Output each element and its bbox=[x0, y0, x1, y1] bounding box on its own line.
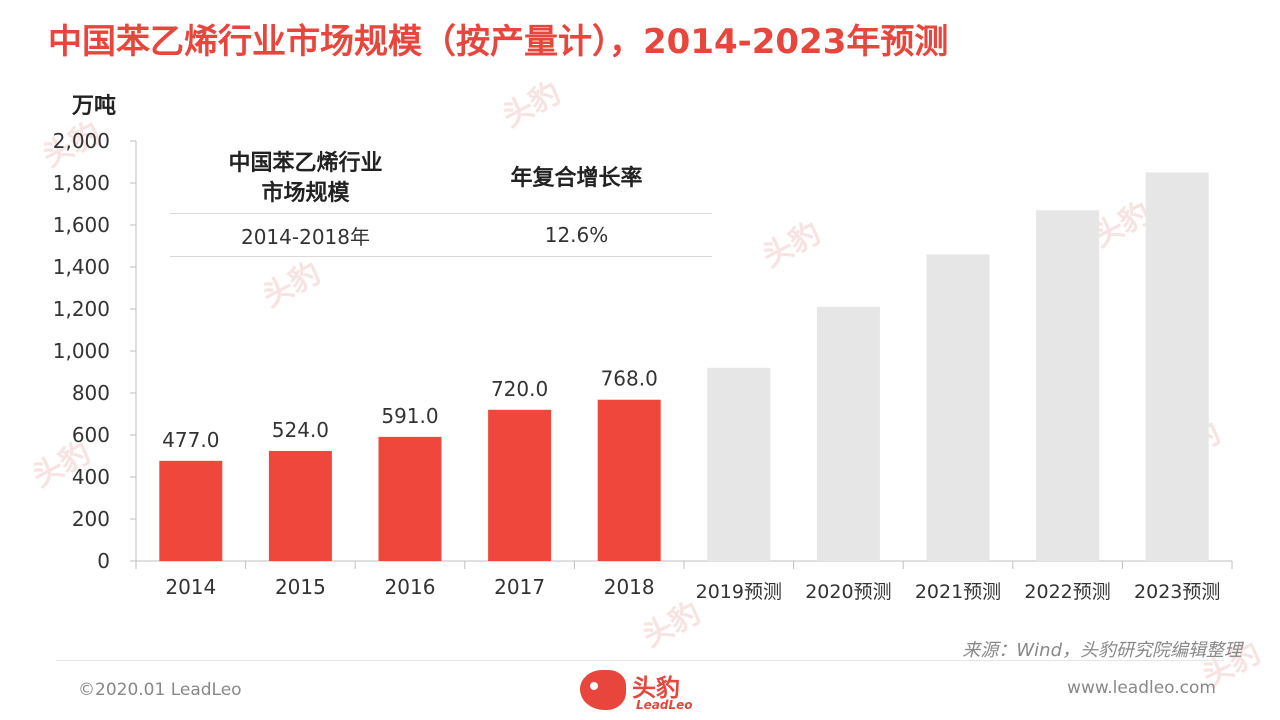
cagr-rate: 12.6% bbox=[544, 223, 609, 247]
bar bbox=[1036, 210, 1100, 562]
y-tick-label: 200 bbox=[72, 507, 110, 531]
y-axis-unit-label: 万吨 bbox=[72, 94, 117, 119]
bar bbox=[159, 460, 223, 561]
y-tick-label: 1,800 bbox=[53, 171, 110, 195]
bar bbox=[378, 436, 442, 561]
bar bbox=[268, 450, 332, 561]
logo-text-cn: 头豹 bbox=[632, 674, 680, 702]
x-tick-label: 2021预测 bbox=[915, 581, 1001, 603]
y-tick-label: 0 bbox=[97, 549, 110, 573]
x-tick-label: 2016 bbox=[385, 575, 436, 599]
x-tick-label: 2014 bbox=[165, 575, 216, 599]
data-label: 768.0 bbox=[601, 367, 658, 391]
data-label: 720.0 bbox=[491, 377, 548, 401]
logo-text-en: LeadLeo bbox=[636, 698, 693, 712]
page-title: 中国苯乙烯行业市场规模（按产量计），2014-2023年预测 bbox=[48, 22, 949, 62]
cagr-table-row: 2014-2018年 12.6% bbox=[170, 214, 712, 257]
leadleo-logo: 头豹 LeadLeo bbox=[580, 666, 720, 718]
leopard-logo-icon bbox=[580, 670, 626, 710]
x-tick-label: 2018 bbox=[604, 575, 655, 599]
y-tick-label: 1,600 bbox=[53, 213, 110, 237]
cagr-header-market-size: 中国苯乙烯行业 市场规模 bbox=[228, 151, 383, 206]
bar bbox=[488, 409, 552, 561]
x-tick-label: 2023预测 bbox=[1134, 581, 1220, 603]
cagr-table: 中国苯乙烯行业 市场规模 年复合增长率 2014-2018年 12.6% bbox=[170, 145, 712, 257]
y-tick-label: 1,400 bbox=[53, 255, 110, 279]
bar bbox=[926, 254, 990, 561]
source-note: 来源：Wind，头豹研究院编辑整理 bbox=[962, 640, 1242, 661]
footer-divider bbox=[56, 660, 1224, 661]
cagr-header-rate: 年复合增长率 bbox=[510, 166, 643, 191]
bar bbox=[597, 399, 661, 561]
data-label: 477.0 bbox=[162, 428, 219, 452]
cagr-table-header: 中国苯乙烯行业 市场规模 年复合增长率 bbox=[170, 145, 712, 214]
y-tick-label: 600 bbox=[72, 423, 110, 447]
y-tick-label: 400 bbox=[72, 465, 110, 489]
bar bbox=[707, 367, 771, 561]
y-tick-label: 2,000 bbox=[53, 129, 110, 153]
x-tick-label: 2022预测 bbox=[1024, 581, 1110, 603]
bar bbox=[816, 306, 880, 561]
y-tick-label: 1,000 bbox=[53, 339, 110, 363]
cagr-period: 2014-2018年 bbox=[240, 224, 370, 249]
website-link[interactable]: www.leadleo.com bbox=[1067, 678, 1216, 698]
y-tick-label: 800 bbox=[72, 381, 110, 405]
x-tick-label: 2019预测 bbox=[696, 581, 782, 603]
x-tick-label: 2020预测 bbox=[805, 581, 891, 603]
x-tick-label: 2015 bbox=[275, 575, 326, 599]
y-tick-label: 1,200 bbox=[53, 297, 110, 321]
data-label: 524.0 bbox=[272, 418, 329, 442]
copyright: ©2020.01 LeadLeo bbox=[78, 680, 242, 700]
x-tick-label: 2017 bbox=[494, 575, 545, 599]
bar bbox=[1145, 172, 1209, 561]
data-label: 591.0 bbox=[381, 404, 438, 428]
